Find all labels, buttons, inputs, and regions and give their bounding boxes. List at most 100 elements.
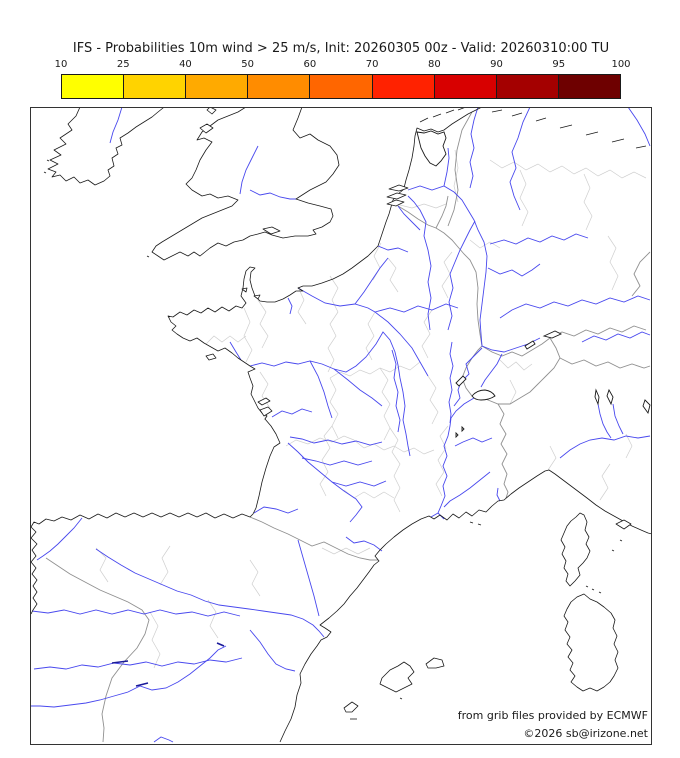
colorbar-segment [496,75,559,98]
river-isere [454,437,493,447]
river-dordogne [289,436,383,446]
colorbar [61,74,621,99]
river-duero [31,609,241,617]
colorbar-tick-label: 50 [241,59,255,70]
river-main [489,233,589,245]
rivers [31,107,651,743]
river-ebro [95,548,325,638]
country-borders [45,111,651,743]
river-weser [509,107,531,211]
colorbar-tick-label: 60 [303,59,317,70]
island-wadden-1 [419,107,466,123]
river-rhine [407,185,541,353]
coast-continent-atlantic [30,107,482,615]
river-adour [253,506,299,514]
river-lot [301,457,373,466]
lake-ijsselmeer [416,130,447,167]
colorbar-tick-label: 90 [490,59,503,70]
coast-mediterranean [279,469,652,743]
island-mallorca [379,661,415,693]
island-oleron [259,406,273,417]
river-orne [287,297,293,315]
colorbar-tick-label: 80 [427,59,441,70]
river-jucar [249,629,296,672]
river-moselle [447,220,476,331]
river-marne [374,303,459,313]
colorbar-segment [434,75,497,98]
coast-ireland [47,107,165,186]
colorbar-segment [310,75,373,98]
island-elba [615,519,632,530]
river-severn [239,145,259,195]
island-belle-ile [205,353,217,361]
colorbar-segment [62,75,125,98]
colorbar-segment [248,75,311,98]
river-somme [377,245,409,253]
colorbar-segment [558,75,620,98]
islets-delta-2 [386,192,407,200]
island-frisian [491,109,647,149]
river-tarn [331,480,387,487]
river-rhone [437,397,475,514]
river-aude [345,536,383,552]
river-mino [36,517,83,561]
colorbar-tick-label: 100 [611,59,631,70]
river-cher [333,368,383,407]
colorbar-tick-label: 25 [116,59,130,70]
colorbar-ticks: 10 25 40 50 60 70 80 90 95 100 [55,59,631,72]
river-loire [249,331,411,457]
river-durance [443,471,491,508]
reservoirs [111,642,225,687]
river-meuse [407,195,432,331]
lake-annecy [461,425,465,433]
river-ems [469,107,479,189]
river-ticino [597,403,612,439]
island-corsica [560,512,591,587]
lakes [416,130,651,439]
island-menorca [425,657,445,669]
river-segre [297,539,320,617]
river-barrow [109,107,123,144]
map-title: IFS - Probabilities 10m wind > 25 m/s, I… [72,41,610,56]
river-allier [391,349,401,433]
islets-delta-3 [388,184,409,192]
lake-constance [542,330,563,339]
river-adda [612,403,624,435]
river-danube [499,295,651,319]
river-guadiana [31,645,227,708]
lake-neuchatel [455,375,467,387]
river-charente [271,408,313,418]
river-po [559,435,651,459]
lake-geneva [471,389,496,401]
river-garonne [287,442,363,523]
colorbar-tick-label: 10 [54,59,68,70]
colorbar-segment [372,75,435,98]
lake-como [606,388,614,406]
river-neckar [487,263,541,277]
coastlines [30,107,652,743]
lake-zurich [524,340,536,350]
island-sardinia [563,593,619,692]
colorbar-tick-label: 70 [365,59,379,70]
island-re [257,397,271,406]
island-jersey [253,294,261,300]
river-scheldt [397,205,421,231]
river-seine [297,287,429,377]
lake-maggiore [594,388,600,406]
lake-bourget [455,431,459,439]
colorbar-tick-label: 95 [552,59,566,70]
river-var [496,487,501,502]
colorbar-segment [124,75,187,98]
river-aare [480,353,503,388]
attribution-source: from grib files provided by ECMWF [457,709,648,722]
island-isle-of-man [206,107,217,115]
attribution-copyright: ©2026 sb@irizone.net [523,727,648,740]
river-ijssel [443,147,450,187]
island-ibiza [343,701,359,713]
islands [43,107,647,720]
lake-garda [642,399,651,415]
river-guadalquivir [153,736,174,743]
river-vienne [309,360,333,419]
